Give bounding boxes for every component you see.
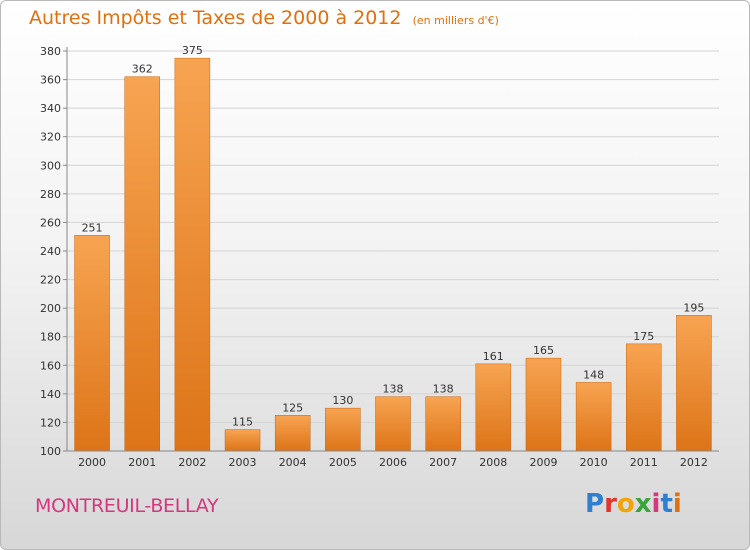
x-tick-label: 2004: [279, 456, 307, 469]
bar: [626, 343, 662, 452]
y-tick-label: 120: [40, 416, 61, 429]
bars: [74, 57, 712, 452]
x-tick-label: 2008: [479, 456, 507, 469]
bar: [274, 415, 311, 452]
brand-letter: i: [651, 489, 661, 519]
brand-letter: o: [616, 489, 635, 519]
data-label: 195: [683, 301, 704, 314]
brand-letter: i: [672, 489, 682, 519]
x-tick-label: 2003: [229, 456, 257, 469]
y-tick-label: 340: [40, 102, 61, 115]
data-label: 148: [583, 368, 604, 381]
y-tick-label: 140: [40, 388, 61, 401]
data-label: 375: [182, 44, 203, 57]
bar: [425, 396, 461, 452]
y-tick-label: 220: [40, 274, 61, 287]
y-tick-label: 380: [40, 45, 61, 58]
x-tick-label: 2011: [630, 456, 658, 469]
data-label: 175: [633, 330, 654, 343]
x-tick-label: 2000: [78, 456, 106, 469]
x-tick-label: 2006: [379, 456, 407, 469]
chart-title: Autres Impôts et Taxes de 2000 à 2012: [29, 7, 402, 29]
data-labels: 251 362 375 115 125 130 138 138 161 165 148 175 195: [82, 44, 705, 428]
bar: [224, 429, 261, 452]
x-axis-ticks: 2000 2001 2002 2003 2004 2005 2006 2007 2008 2009…: [78, 456, 708, 469]
bar: [575, 382, 612, 452]
y-tick-label: 300: [40, 159, 61, 172]
data-label: 161: [483, 350, 504, 363]
title-row: Autres Impôts et Taxes de 2000 à 2012 (e…: [29, 7, 499, 29]
x-tick-label: 2007: [429, 456, 457, 469]
data-label: 362: [132, 63, 153, 76]
bar: [174, 57, 211, 452]
brand-letter: x: [634, 489, 652, 519]
y-axis-ticks: 100 120 140 160 180 200 220 240 260 280 300 320 340 3…: [40, 45, 67, 458]
brand-letter: r: [604, 489, 617, 519]
y-tick-label: 200: [40, 302, 61, 315]
data-label: 138: [433, 383, 454, 396]
y-tick-label: 240: [40, 245, 61, 258]
y-tick-label: 260: [40, 216, 61, 229]
bar: [74, 235, 110, 452]
city-name: MONTREUIL-BELLAY: [35, 495, 219, 517]
bar: [375, 396, 411, 452]
bar: [475, 363, 512, 452]
bar: [124, 76, 160, 452]
x-tick-label: 2001: [128, 456, 156, 469]
y-tick-label: 360: [40, 74, 61, 87]
y-tick-label: 320: [40, 131, 61, 144]
data-label: 115: [232, 416, 253, 429]
y-tick-label: 160: [40, 359, 61, 372]
data-label: 130: [332, 394, 353, 407]
bar: [525, 357, 562, 452]
data-label: 125: [282, 401, 303, 414]
bar: [676, 315, 712, 452]
bar: [325, 407, 361, 452]
brand-letter: t: [660, 489, 673, 519]
x-tick-label: 2012: [680, 456, 708, 469]
x-tick-label: 2005: [329, 456, 357, 469]
x-tick-label: 2002: [178, 456, 206, 469]
brand-letter: P: [585, 489, 605, 519]
y-tick-label: 280: [40, 188, 61, 201]
data-label: 138: [383, 383, 404, 396]
brand-logo: Proxiti: [585, 489, 682, 519]
x-tick-label: 2009: [529, 456, 557, 469]
y-tick-label: 180: [40, 331, 61, 344]
data-label: 165: [533, 344, 554, 357]
chart-subtitle: (en milliers d'€): [412, 14, 499, 27]
data-label: 251: [82, 221, 103, 234]
x-tick-label: 2010: [580, 456, 608, 469]
y-tick-label: 100: [40, 445, 61, 458]
